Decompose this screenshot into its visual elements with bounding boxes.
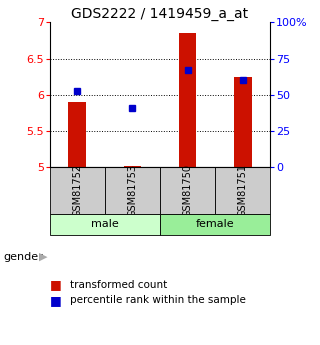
Text: transformed count: transformed count — [70, 280, 168, 289]
FancyBboxPatch shape — [215, 167, 270, 214]
Text: percentile rank within the sample: percentile rank within the sample — [70, 295, 246, 305]
Text: GSM81753: GSM81753 — [127, 164, 137, 217]
FancyBboxPatch shape — [105, 167, 160, 214]
Text: ■: ■ — [50, 294, 61, 307]
Text: GSM81752: GSM81752 — [72, 164, 82, 217]
FancyBboxPatch shape — [50, 214, 160, 235]
Text: GSM81750: GSM81750 — [183, 164, 193, 217]
Bar — [179, 33, 196, 167]
FancyBboxPatch shape — [160, 167, 215, 214]
Text: ▶: ▶ — [39, 252, 48, 262]
FancyBboxPatch shape — [160, 214, 270, 235]
Bar — [68, 102, 86, 167]
Text: gender: gender — [3, 252, 43, 262]
Text: GSM81751: GSM81751 — [238, 164, 248, 217]
Text: ■: ■ — [50, 278, 61, 291]
Bar — [234, 77, 252, 167]
Bar — [124, 166, 141, 167]
Text: female: female — [196, 219, 235, 229]
Title: GDS2222 / 1419459_a_at: GDS2222 / 1419459_a_at — [71, 7, 249, 21]
FancyBboxPatch shape — [50, 167, 105, 214]
Text: male: male — [91, 219, 119, 229]
